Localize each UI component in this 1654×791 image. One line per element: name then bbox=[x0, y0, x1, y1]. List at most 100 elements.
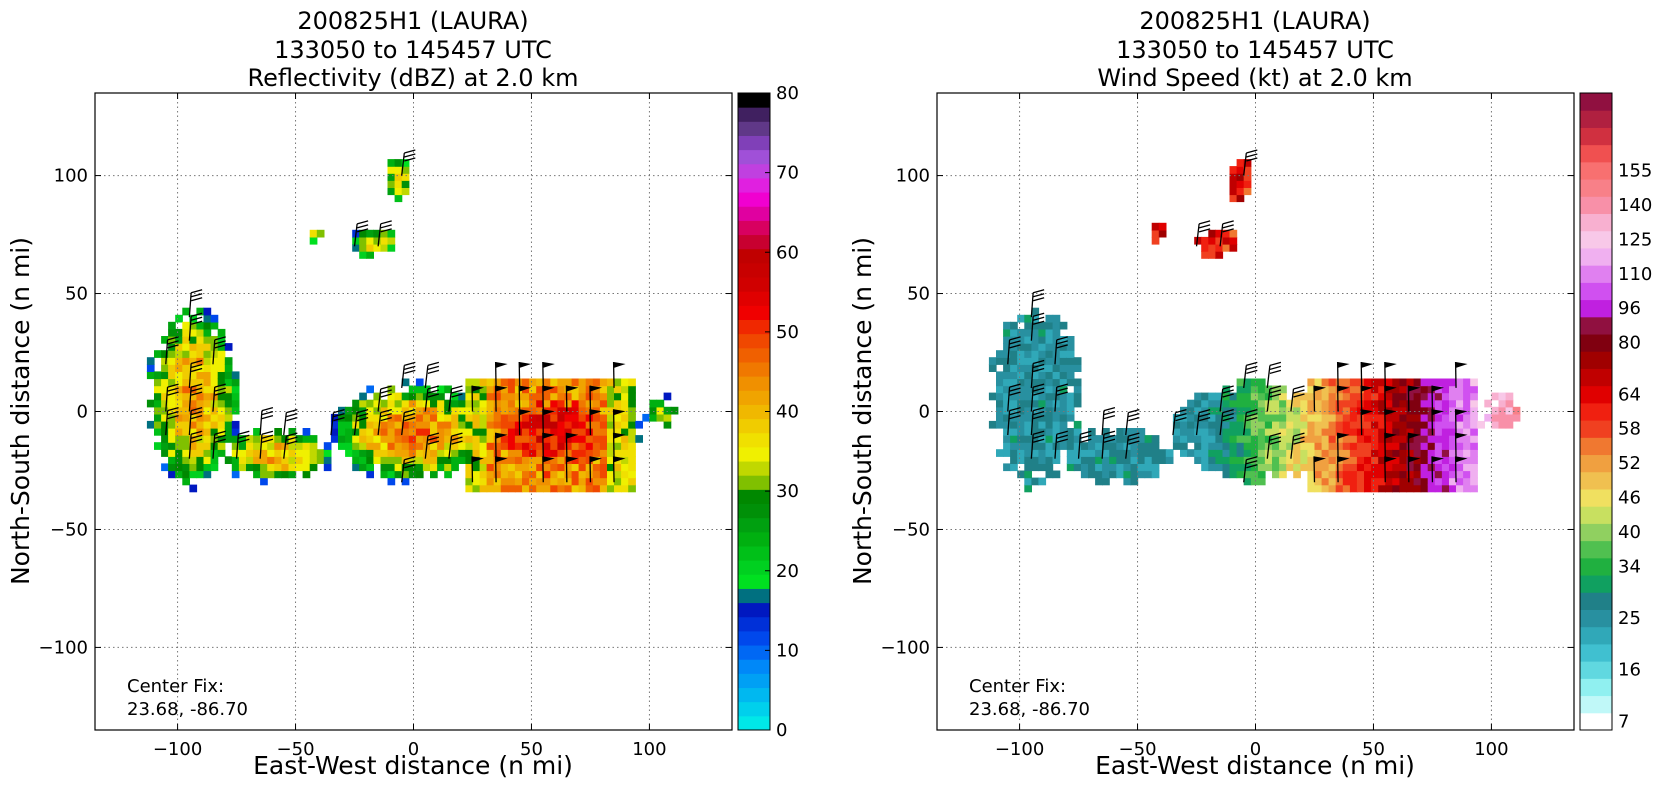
field-cell bbox=[1407, 442, 1415, 450]
field-cell bbox=[352, 449, 360, 457]
field-cell bbox=[1385, 379, 1393, 387]
field-cell bbox=[1230, 230, 1238, 238]
field-cell bbox=[182, 371, 190, 379]
field-cell bbox=[1315, 407, 1323, 415]
field-cell bbox=[473, 463, 481, 471]
field-cell bbox=[1003, 463, 1011, 471]
field-cell bbox=[1279, 421, 1287, 429]
field-cell bbox=[1024, 435, 1032, 443]
field-cell bbox=[416, 449, 424, 457]
field-cell bbox=[161, 371, 169, 379]
colorbar-segment bbox=[1580, 575, 1612, 593]
field-cell bbox=[317, 230, 325, 238]
field-cell bbox=[1230, 449, 1238, 457]
field-cell bbox=[1201, 456, 1209, 464]
field-cell bbox=[473, 449, 481, 457]
field-cell bbox=[1463, 393, 1471, 401]
field-cell bbox=[600, 449, 608, 457]
field-cell bbox=[1152, 463, 1160, 471]
field-cell bbox=[232, 371, 240, 379]
colorbar-segment bbox=[738, 546, 770, 561]
field-cell bbox=[1286, 421, 1294, 429]
field-cell bbox=[168, 329, 176, 337]
x-tick-label: −100 bbox=[153, 739, 202, 760]
field-cell bbox=[494, 449, 502, 457]
field-cell bbox=[1371, 485, 1379, 493]
field-cell bbox=[345, 435, 353, 443]
field-cell bbox=[1046, 315, 1054, 323]
reflectivity-center-fix-label: Center Fix: bbox=[127, 676, 224, 697]
field-cell bbox=[529, 449, 537, 457]
field-cell bbox=[1371, 463, 1379, 471]
field-cell bbox=[664, 407, 672, 415]
field-cell bbox=[1322, 386, 1330, 394]
field-cell bbox=[204, 435, 212, 443]
field-cell bbox=[1038, 336, 1046, 344]
field-cell bbox=[1442, 463, 1450, 471]
field-cell bbox=[1336, 379, 1344, 387]
field-cell bbox=[614, 442, 622, 450]
field-cell bbox=[593, 414, 601, 422]
field-cell bbox=[1463, 456, 1471, 464]
field-cell bbox=[1223, 435, 1231, 443]
field-cell bbox=[161, 428, 169, 436]
field-cell bbox=[168, 463, 176, 471]
field-cell bbox=[494, 414, 502, 422]
field-cell bbox=[1499, 414, 1507, 422]
field-cell bbox=[1463, 400, 1471, 408]
field-cell bbox=[1060, 414, 1068, 422]
field-cell bbox=[402, 435, 410, 443]
field-cell bbox=[430, 400, 438, 408]
field-cell bbox=[1364, 393, 1372, 401]
colorbar-tick-label: 125 bbox=[1618, 229, 1652, 250]
field-cell bbox=[1017, 393, 1025, 401]
field-cell bbox=[1513, 414, 1521, 422]
field-cell bbox=[996, 350, 1004, 358]
field-cell bbox=[189, 350, 197, 358]
field-cell bbox=[1081, 456, 1089, 464]
field-cell bbox=[204, 350, 212, 358]
field-cell bbox=[437, 421, 445, 429]
colorbar-segment bbox=[738, 249, 770, 264]
field-cell bbox=[458, 442, 466, 450]
field-cell bbox=[253, 435, 261, 443]
field-cell bbox=[409, 435, 417, 443]
field-cell bbox=[175, 357, 183, 365]
field-cell bbox=[1088, 442, 1096, 450]
field-cell bbox=[1258, 463, 1266, 471]
field-cell bbox=[182, 414, 190, 422]
field-cell bbox=[1088, 449, 1096, 457]
field-cell bbox=[1003, 371, 1011, 379]
field-cell bbox=[1435, 414, 1443, 422]
colorbar-segment bbox=[1580, 644, 1612, 662]
field-cell bbox=[1223, 400, 1231, 408]
field-cell bbox=[1343, 414, 1351, 422]
field-cell bbox=[501, 442, 509, 450]
field-cell bbox=[529, 478, 537, 486]
colorbar-segment bbox=[738, 277, 770, 292]
field-cell bbox=[204, 371, 212, 379]
field-cell bbox=[621, 421, 629, 429]
field-cell bbox=[204, 400, 212, 408]
field-cell bbox=[1152, 230, 1160, 238]
field-cell bbox=[1038, 414, 1046, 422]
field-cell bbox=[480, 421, 488, 429]
field-cell bbox=[1237, 407, 1245, 415]
field-cell bbox=[1258, 407, 1266, 415]
y-tick-label: −50 bbox=[892, 519, 930, 540]
field-cell bbox=[366, 449, 374, 457]
field-cell bbox=[1414, 421, 1422, 429]
field-cell bbox=[1046, 393, 1054, 401]
colorbar-segment bbox=[738, 362, 770, 377]
field-cell bbox=[1265, 414, 1273, 422]
colorbar-segment bbox=[1580, 214, 1612, 232]
field-cell bbox=[451, 407, 459, 415]
field-cell bbox=[381, 428, 389, 436]
field-cell bbox=[550, 442, 558, 450]
field-cell bbox=[508, 471, 516, 479]
field-cell bbox=[1463, 414, 1471, 422]
field-cell bbox=[1399, 456, 1407, 464]
field-cell bbox=[1272, 414, 1280, 422]
field-cell bbox=[1067, 400, 1075, 408]
field-cell bbox=[1081, 463, 1089, 471]
